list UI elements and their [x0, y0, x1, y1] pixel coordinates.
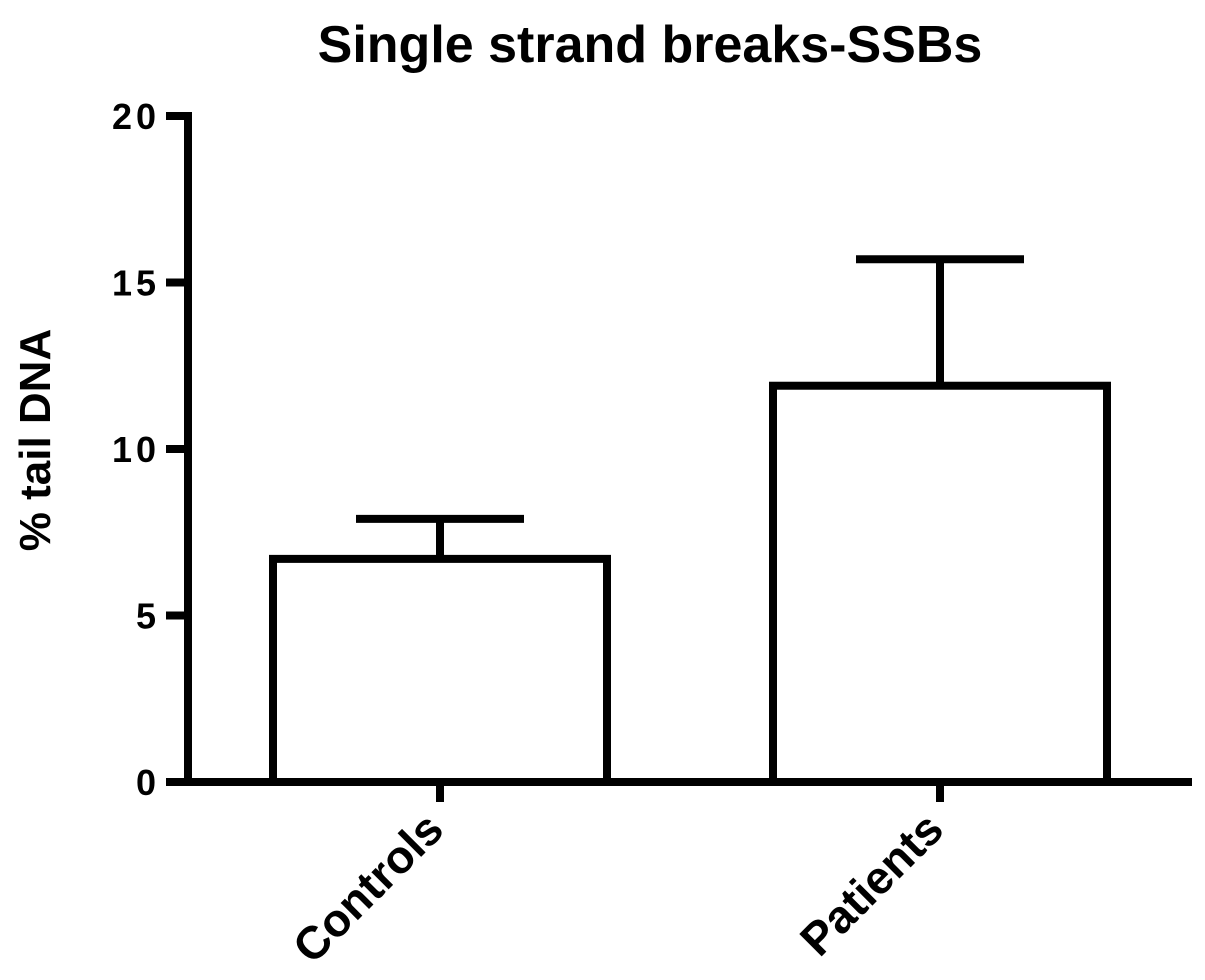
y-tick-label: 15 [112, 263, 160, 304]
chart-title: Single strand breaks-SSBs [318, 16, 983, 74]
y-axis-label: % tail DNA [11, 329, 60, 551]
bars [269, 255, 1111, 787]
x-tick-label: Controls [283, 802, 453, 972]
x-tick-label: Patients [790, 802, 953, 965]
axes [166, 112, 1192, 802]
y-tick-label: 5 [136, 596, 160, 637]
bar-patients [769, 381, 1111, 786]
y-tick-label: 10 [112, 429, 160, 470]
bar-controls [269, 554, 611, 787]
y-tick-label: 20 [112, 96, 160, 137]
y-tick-label: 0 [136, 762, 160, 803]
